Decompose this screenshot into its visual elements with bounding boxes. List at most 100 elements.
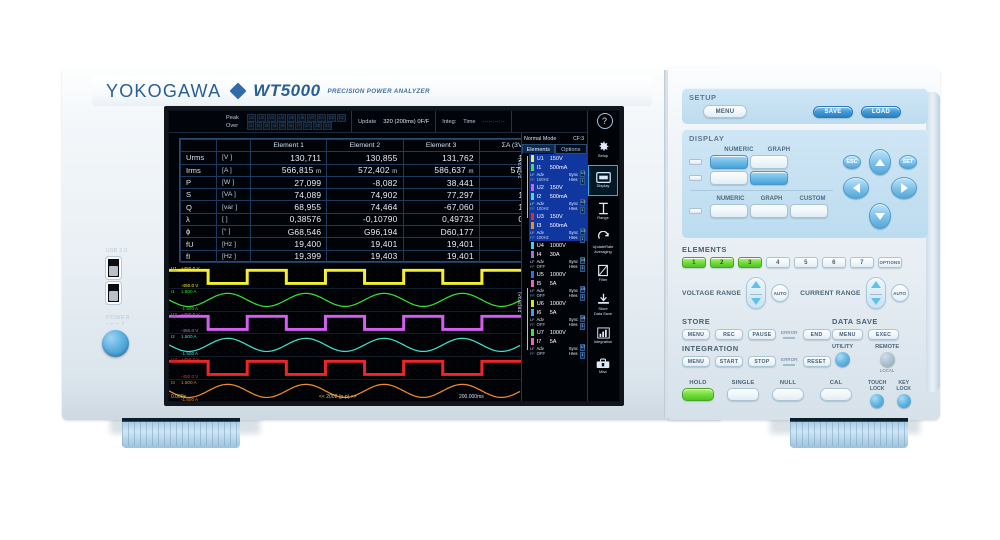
element-channel-line[interactable]: I3 500mA xyxy=(529,221,587,230)
waveform-trace-row[interactable]: U3 +450.0 V -450.0 V xyxy=(169,357,521,380)
element-button-5[interactable]: 5 xyxy=(794,257,818,268)
display-graph-button-3[interactable] xyxy=(750,204,788,218)
voltage-range-rocker[interactable] xyxy=(746,277,767,309)
setup-load-button[interactable]: LOAD xyxy=(861,105,901,118)
power-button[interactable] xyxy=(102,330,129,357)
rail-item-updaterate[interactable]: UpdateRate Averaging xyxy=(588,227,618,258)
element-button-4[interactable]: 4 xyxy=(766,257,790,268)
rail-item-integration[interactable]: Integration xyxy=(588,320,618,351)
cal-button[interactable] xyxy=(820,388,852,401)
esc-button[interactable]: ESC xyxy=(843,155,861,169)
element-group-row[interactable]: U2 150V I2 500mA LF FF Adv 100Hz Sync Hres U2 1 xyxy=(529,183,587,214)
element-channel-line[interactable]: U3 150V xyxy=(529,212,587,221)
lcd-screen[interactable]: Peak U1 U2 U3 U4 U5 U6 U7 ΣA ΣB ΣC Over I1 I2 I3 I4 I… xyxy=(168,110,620,402)
display-numeric-button-1[interactable] xyxy=(710,155,748,169)
element-rows-container[interactable]: U1 150V I1 500mA LF FF Adv 100Hz Sync Hres U1 1 U2 15… xyxy=(529,154,587,401)
data-save-menu-button[interactable]: MENU xyxy=(832,329,863,340)
voltage-range-down-icon[interactable] xyxy=(751,298,762,305)
null-button[interactable] xyxy=(772,388,804,401)
elements-tab-bar[interactable]: Elements Options xyxy=(522,144,587,154)
integration-start-button[interactable]: START xyxy=(715,356,743,367)
element-filter-sync-row[interactable]: LF FF Adv OFF Sync Hres U5 1 xyxy=(529,286,587,301)
rail-item-filter[interactable]: Filter xyxy=(588,258,618,289)
element-group-row[interactable]: U4 1000V I4 30A LF FF Adv OFF Sync Hres U4 1 xyxy=(529,241,587,272)
element-button-6[interactable]: 6 xyxy=(822,257,846,268)
current-range-rocker[interactable] xyxy=(865,277,886,309)
rail-item-setup[interactable]: Setup xyxy=(588,134,618,165)
element-group-row[interactable]: U3 150V I3 500mA LF FF Adv 100Hz Sync Hres U3 1 xyxy=(529,212,587,243)
element-channel-line[interactable]: I4 30A xyxy=(529,250,587,259)
waveform-trace-row[interactable]: U1 +450.0 V -450.0 V xyxy=(169,266,521,289)
element-button-3[interactable]: 3 xyxy=(738,257,762,268)
rail-item-display[interactable]: Display xyxy=(588,165,618,196)
current-auto-button[interactable]: AUTO xyxy=(890,284,909,302)
nav-down-button[interactable] xyxy=(869,203,891,229)
utility-button[interactable] xyxy=(835,352,851,367)
nav-left-button[interactable] xyxy=(843,177,869,199)
remote-button[interactable] xyxy=(879,352,895,367)
element-channel-line[interactable]: U4 1000V xyxy=(529,241,587,250)
usb-port-top[interactable] xyxy=(106,257,121,279)
store-menu-button[interactable]: MENU xyxy=(682,329,710,340)
store-end-button[interactable]: END xyxy=(802,329,831,340)
current-range-down-icon[interactable] xyxy=(870,298,881,305)
element-group-row[interactable]: U1 150V I1 500mA LF FF Adv 100Hz Sync Hres U1 1 xyxy=(529,154,587,185)
element-filter-sync-row[interactable]: LF FF Adv OFF Sync Hres U4 1 xyxy=(529,257,587,272)
numeric-measurement-table[interactable]: Element 1 Element 2 Element 3 ΣA (3V3A) Urm… xyxy=(179,138,557,263)
touch-lock-button[interactable] xyxy=(870,394,885,408)
rail-item-misc[interactable]: Misc xyxy=(588,351,618,382)
element-channel-line[interactable]: I1 500mA xyxy=(529,163,587,172)
element-filter-sync-row[interactable]: LF FF Adv OFF Sync Hres U6 1 xyxy=(529,315,587,330)
hold-button[interactable] xyxy=(682,388,714,401)
element-channel-line[interactable]: I5 5A xyxy=(529,279,587,288)
nav-up-button[interactable] xyxy=(869,149,891,175)
rail-item-range[interactable]: Range xyxy=(588,196,618,227)
single-button[interactable] xyxy=(727,388,759,401)
display-custom-button[interactable] xyxy=(790,204,828,218)
element-filter-sync-row[interactable]: LF FF Adv 100Hz Sync Hres U2 1 xyxy=(529,199,587,214)
setup-save-button[interactable]: SAVE xyxy=(813,105,853,118)
element-channel-line[interactable]: U2 150V xyxy=(529,183,587,192)
setup-menu-button[interactable]: MENU xyxy=(703,105,747,118)
store-rec-button[interactable]: REC xyxy=(715,329,743,340)
rail-item-store[interactable]: Store Data Save xyxy=(588,289,618,320)
element-filter-sync-row[interactable]: LF FF Adv 100Hz Sync Hres U1 1 xyxy=(529,170,587,185)
element-button-7[interactable]: 7 xyxy=(850,257,874,268)
store-pause-button[interactable]: PAUSE xyxy=(748,329,776,340)
tab-elements[interactable]: Elements xyxy=(522,144,555,154)
element-group-row[interactable]: U5 1000V I5 5A LF FF Adv OFF Sync Hres U5 1 xyxy=(529,270,587,301)
element-channel-line[interactable]: U7 1000V xyxy=(529,328,587,337)
element-filter-sync-row[interactable]: LF FF Adv OFF Sync Hres U7 1 xyxy=(529,344,587,359)
help-icon[interactable]: ? xyxy=(596,113,613,129)
element-channel-line[interactable]: U6 1000V xyxy=(529,299,587,308)
current-range-up-icon[interactable] xyxy=(870,281,881,288)
waveform-trace-row[interactable]: I2 1.500 A -1.500 A xyxy=(169,334,521,358)
waveform-display[interactable]: U1 +450.0 V -450.0 V I1 1.500 A -1.500 A U2 +45… xyxy=(169,266,521,401)
integration-stop-button[interactable]: STOP xyxy=(748,356,776,367)
navigation-pad[interactable]: ESC SET xyxy=(841,147,921,231)
display-graph-button-2[interactable] xyxy=(750,171,788,185)
waveform-trace-row[interactable]: I1 1.500 A -1.500 A xyxy=(169,289,521,312)
element-channel-line[interactable]: U1 150V xyxy=(529,154,587,163)
waveform-trace-row[interactable]: U2 +450.0 V -450.0 V xyxy=(169,312,521,335)
display-numeric-button-2[interactable] xyxy=(710,171,748,185)
voltage-auto-button[interactable]: AUTO xyxy=(771,284,790,302)
nav-right-button[interactable] xyxy=(891,177,917,199)
key-lock-button[interactable] xyxy=(896,394,911,408)
element-button-1[interactable]: 1 xyxy=(682,257,706,268)
integration-reset-button[interactable]: RESET xyxy=(802,356,831,367)
element-group-row[interactable]: U7 1000V I7 5A LF FF Adv OFF Sync Hres U7 1 xyxy=(529,328,587,359)
element-filter-sync-row[interactable]: LF FF Adv 100Hz Sync Hres U3 1 xyxy=(529,228,587,243)
set-button[interactable]: SET xyxy=(899,155,917,169)
element-buttons-row[interactable]: 1 2 3 4 5 6 7 OPTIONS xyxy=(682,257,928,268)
element-button-2[interactable]: 2 xyxy=(710,257,734,268)
integration-menu-button[interactable]: MENU xyxy=(682,356,710,367)
element-channel-line[interactable]: I7 5A xyxy=(529,337,587,346)
